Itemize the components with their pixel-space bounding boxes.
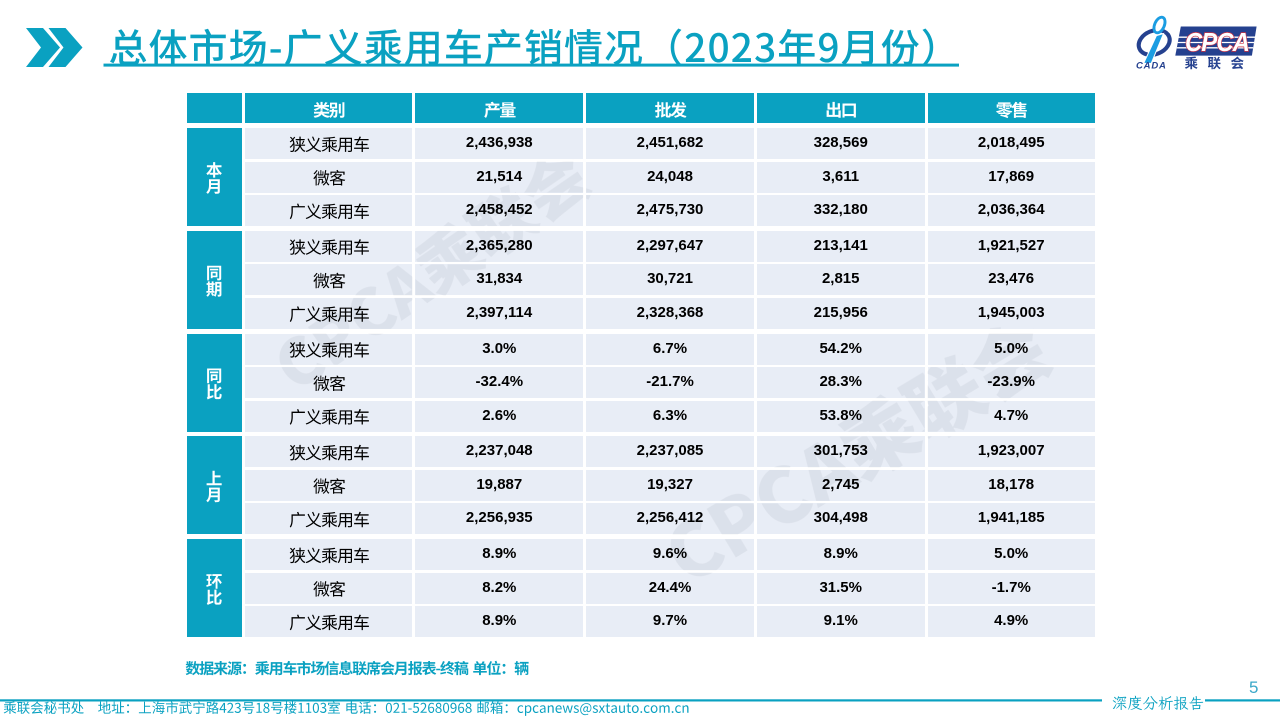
svg-text:CPCA: CPCA [1185,28,1249,57]
svg-text:5: 5 [1249,678,1258,697]
svg-text:CADA: CADA [1136,60,1167,71]
